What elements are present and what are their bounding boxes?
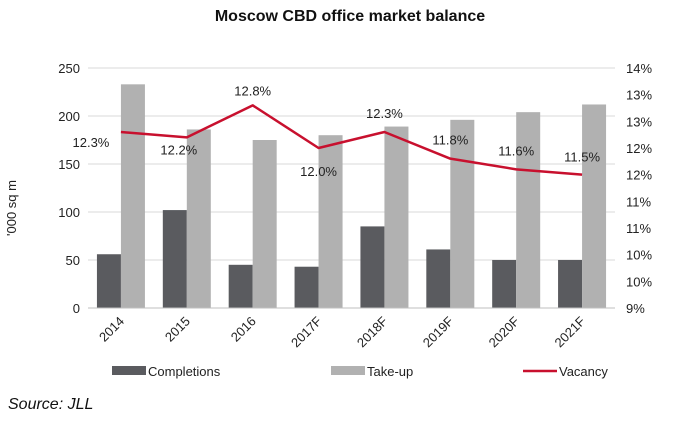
legend-label: Completions <box>148 364 221 379</box>
take-up-bar <box>516 112 541 308</box>
x-tick-label: 2017F <box>288 313 325 350</box>
x-tick-label: 2015 <box>162 314 193 345</box>
completions-bar <box>162 210 187 308</box>
chart-title: Moscow CBD office market balance <box>214 8 486 25</box>
completions-bar <box>228 264 253 308</box>
y2-tick-label: 11% <box>626 194 651 209</box>
vacancy-data-label: 12.0% <box>300 164 337 179</box>
legend-label: Vacancy <box>559 364 608 379</box>
y-tick-label: 200 <box>58 109 80 124</box>
x-tick-label: 2019F <box>420 313 457 350</box>
take-up-bar <box>318 135 343 308</box>
vacancy-line-group: 12.3% 12.2% 12.8% 12.0% 12.3% 11.8% 11.6% 11.5% <box>73 83 601 179</box>
vacancy-line <box>120 104 583 176</box>
vacancy-data-label: 11.8% <box>432 133 468 148</box>
take-up-bar <box>582 104 607 308</box>
x-tick-label: 2014 <box>96 314 127 345</box>
x-tick-label: 2016 <box>228 314 259 345</box>
vacancy-data-label: 12.3% <box>73 135 110 150</box>
take-up-bar <box>186 129 211 308</box>
y-tick-label: 250 <box>58 61 80 76</box>
vacancy-data-label: 12.8% <box>234 83 271 98</box>
x-tick-label: 2020F <box>486 313 523 350</box>
completions-bar <box>492 260 517 308</box>
y2-tick-label: 13% <box>626 114 652 129</box>
bars <box>96 84 607 308</box>
y2-tick-label: 10% <box>626 248 652 263</box>
vacancy-data-label: 11.6% <box>498 143 534 158</box>
legend-swatch-take-up <box>331 366 365 375</box>
y2-tick-label: 14% <box>626 61 652 76</box>
y2-tick-label: 13% <box>626 88 652 103</box>
y-tick-label: 0 <box>73 301 80 316</box>
x-tick-label: 2021F <box>552 313 589 350</box>
y-tick-label: 100 <box>58 205 80 220</box>
vacancy-data-label: 11.5% <box>564 150 600 165</box>
completions-bar <box>426 249 451 308</box>
completions-bar <box>360 226 385 308</box>
vacancy-data-label: 12.3% <box>366 106 403 121</box>
completions-bar <box>294 266 319 308</box>
legend: Completions Take-up Vacancy <box>112 364 608 379</box>
y2-tick-label: 12% <box>626 141 652 156</box>
x-tick-label: 2018F <box>354 313 391 350</box>
y2-tick-label: 11% <box>626 221 651 236</box>
completions-bar <box>96 254 121 308</box>
take-up-bar <box>450 119 475 308</box>
legend-swatch-completions <box>112 366 146 375</box>
y2-tick-label: 9% <box>626 301 645 316</box>
y-tick-label: 50 <box>66 253 80 268</box>
y-axis-label: '000 sq m <box>4 180 19 236</box>
completions-bar <box>558 260 583 308</box>
y2-tick-label: 12% <box>626 168 652 183</box>
vacancy-data-label: 12.2% <box>160 142 197 157</box>
y-tick-label: 150 <box>58 157 80 172</box>
source-note: Source: JLL <box>8 396 94 413</box>
legend-label: Take-up <box>367 364 413 379</box>
y2-tick-label: 10% <box>626 274 652 289</box>
take-up-bar <box>252 140 277 308</box>
take-up-bar <box>384 126 409 308</box>
take-up-bar <box>120 84 145 308</box>
